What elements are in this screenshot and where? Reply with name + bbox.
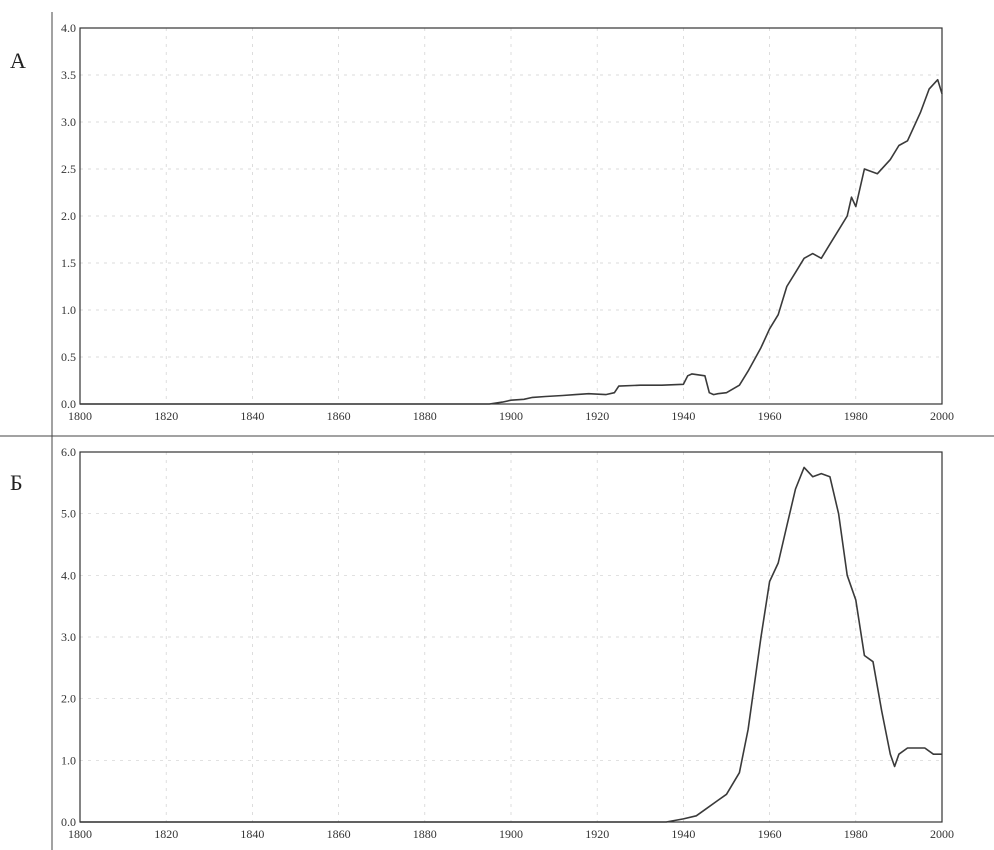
x-tick-label: 1820 [154, 409, 178, 423]
panel-label-a: А [10, 48, 26, 73]
y-ticks-b: 0.0 1.0 2.0 3.0 4.0 5.0 6.0 [61, 445, 76, 829]
y-tick-label: 5.0 [61, 507, 76, 521]
x-tick-label: 1960 [758, 409, 782, 423]
y-tick-label: 0.0 [61, 397, 76, 411]
chart-panel-b: Б 0.0 1.0 2.0 3.0 4.0 5.0 6.0 1800 1820 1840 1860… [10, 445, 954, 841]
x-tick-label: 1840 [240, 409, 264, 423]
x-tick-label: 1880 [413, 409, 437, 423]
y-tick-label: 3.0 [61, 115, 76, 129]
gridlines-b [80, 452, 942, 822]
series-line-a [80, 78, 943, 405]
x-tick-label: 1800 [68, 409, 92, 423]
x-tick-label: 1900 [499, 409, 523, 423]
plot-frame-a [79, 27, 943, 405]
x-tick-label: 1980 [844, 409, 868, 423]
y-tick-label: 6.0 [61, 445, 76, 459]
x-tick-label: 1860 [327, 409, 351, 423]
y-ticks-a: 0.0 0.5 1.0 1.5 2.0 2.5 3.0 3.5 4.0 [61, 21, 76, 411]
x-tick-label: 1940 [671, 827, 695, 841]
chart-panel-a: А 0.00.51.01.52.02.53.03.54.0 1800 1820 18… [10, 21, 954, 423]
series-line-b [80, 466, 942, 823]
y-tick-label: 1.5 [61, 256, 76, 270]
y-tick-label: 0.0 [61, 815, 76, 829]
panel-label-b: Б [10, 470, 23, 495]
y-tick-label: 0.5 [61, 350, 76, 364]
y-tick-label: 3.0 [61, 630, 76, 644]
y-tick-label: 2.5 [61, 162, 76, 176]
x-ticks-b: 1800 1820 1840 1860 1880 1900 1920 1940 1960 1980… [68, 827, 954, 841]
x-tick-label: 2000 [930, 409, 954, 423]
gridlines-a [80, 28, 942, 404]
y-tick-label: 3.5 [61, 68, 76, 82]
x-tick-label: 1840 [240, 827, 264, 841]
y-tick-label: 4.0 [61, 568, 76, 582]
y-tick-label: 4.0 [61, 21, 76, 35]
y-tick-label: 1.0 [61, 303, 76, 317]
x-tick-label: 1920 [585, 827, 609, 841]
x-ticks-a: 1800 1820 1840 1860 1880 1900 1920 1940 1960 1980… [68, 409, 954, 423]
y-tick-label: 2.0 [61, 692, 76, 706]
x-tick-label: 1820 [154, 827, 178, 841]
x-tick-label: 1960 [758, 827, 782, 841]
y-tick-label: 2.0 [61, 209, 76, 223]
x-tick-label: 1920 [585, 409, 609, 423]
x-tick-label: 1860 [327, 827, 351, 841]
x-tick-label: 1940 [671, 409, 695, 423]
x-tick-label: 1980 [844, 827, 868, 841]
x-tick-label: 2000 [930, 827, 954, 841]
x-tick-label: 1880 [413, 827, 437, 841]
y-tick-label: 1.0 [61, 753, 76, 767]
x-tick-label: 1800 [68, 827, 92, 841]
x-tick-label: 1900 [499, 827, 523, 841]
